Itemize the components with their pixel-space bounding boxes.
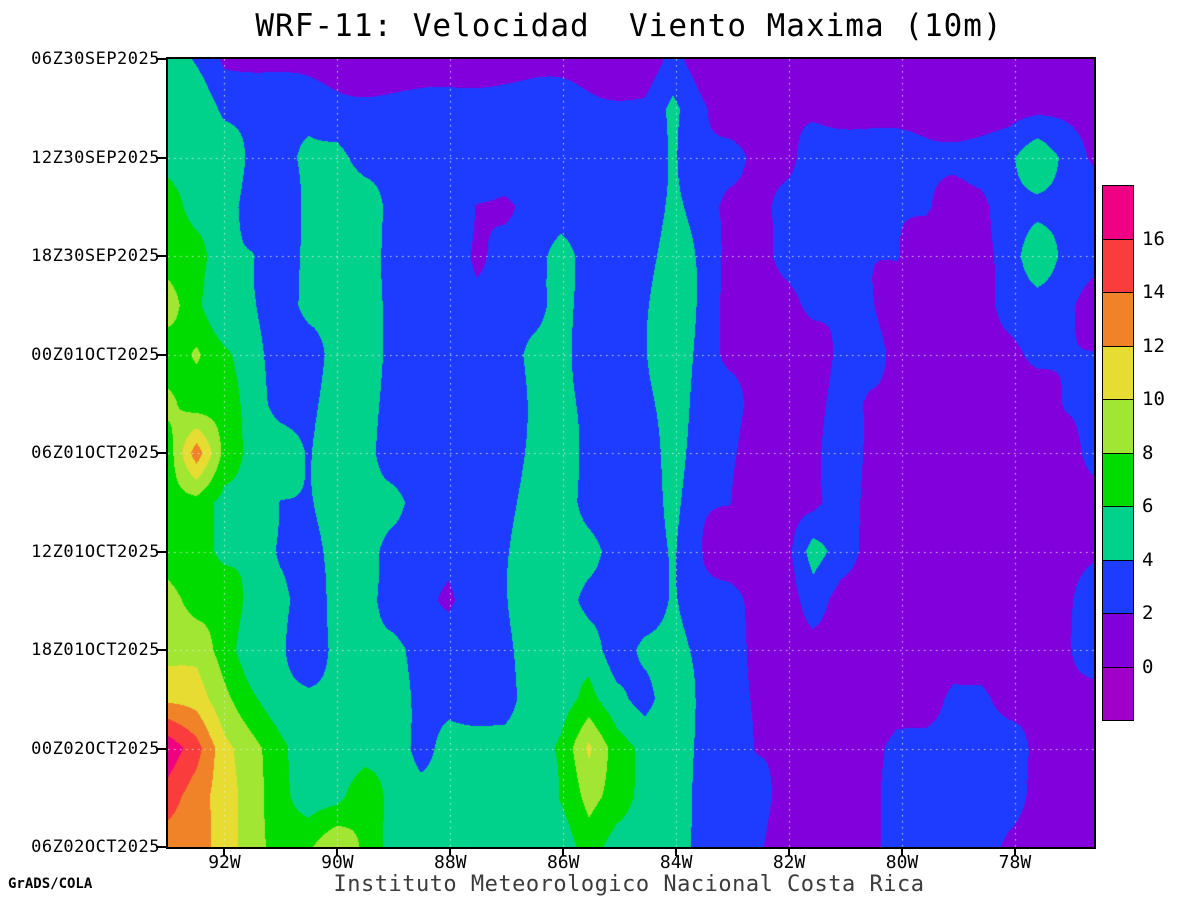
colorbar-label: 14 bbox=[1142, 281, 1165, 303]
colorbar-label: 16 bbox=[1142, 227, 1165, 250]
y-tick bbox=[156, 452, 166, 454]
x-axis-label: 90W bbox=[321, 852, 354, 873]
y-tick bbox=[156, 747, 166, 750]
x-tick bbox=[336, 847, 339, 856]
y-tick bbox=[156, 649, 166, 651]
plot-title: WRF-11: Velocidad Viento Maxima (10m) bbox=[255, 8, 1003, 44]
colorbar-segment bbox=[1103, 346, 1133, 400]
y-tick bbox=[156, 255, 166, 257]
x-tick bbox=[901, 847, 904, 856]
colorbar-segment bbox=[1103, 614, 1133, 668]
colorbar-segment bbox=[1103, 186, 1133, 240]
wind-speed-field-canvas bbox=[168, 59, 1094, 847]
x-tick bbox=[675, 847, 678, 856]
x-axis-label: 82W bbox=[772, 852, 806, 873]
x-axis-label: 78W bbox=[998, 852, 1032, 873]
y-tick bbox=[156, 58, 166, 60]
y-tick bbox=[156, 846, 166, 848]
colorbar-segment bbox=[1103, 560, 1133, 614]
colorbar-label: 4 bbox=[1142, 548, 1154, 571]
y-axis-label: 18Z01OCT2025 bbox=[31, 640, 160, 660]
x-axis-label: 84W bbox=[659, 852, 693, 873]
colorbar-segment bbox=[1103, 293, 1133, 347]
plot-frame bbox=[166, 57, 1096, 849]
colorbar-label: 10 bbox=[1142, 388, 1165, 410]
x-tick bbox=[562, 847, 565, 856]
y-tick bbox=[156, 156, 166, 159]
grads-credit: GrADS/COLA bbox=[8, 876, 93, 892]
y-axis-label: 18Z30SEP2025 bbox=[31, 246, 160, 266]
colorbar-label: 2 bbox=[1142, 602, 1154, 624]
colorbar-label: 8 bbox=[1142, 441, 1154, 464]
y-tick bbox=[156, 353, 166, 356]
y-axis-label: 06Z01OCT2025 bbox=[31, 443, 160, 463]
x-tick bbox=[788, 847, 791, 856]
footer-caption: Instituto Meteorologico Nacional Costa R… bbox=[333, 872, 925, 897]
colorbar-segment bbox=[1103, 239, 1133, 293]
y-axis-label: 06Z02OCT2025 bbox=[31, 837, 160, 857]
colorbar bbox=[1102, 185, 1134, 721]
colorbar-segment bbox=[1103, 507, 1133, 561]
y-axis-label: 12Z30SEP2025 bbox=[31, 147, 160, 168]
x-tick bbox=[449, 847, 452, 856]
colorbar-label: 0 bbox=[1142, 655, 1154, 678]
colorbar-segment bbox=[1103, 400, 1133, 454]
x-axis-label: 92W bbox=[208, 852, 241, 873]
y-axis-label: 06Z30SEP2025 bbox=[31, 49, 160, 69]
y-axis-label: 00Z01OCT2025 bbox=[31, 344, 160, 365]
x-axis-label: 88W bbox=[434, 852, 467, 873]
x-tick bbox=[223, 847, 226, 856]
y-axis-label: 00Z02OCT2025 bbox=[31, 738, 160, 759]
colorbar-label: 6 bbox=[1142, 495, 1154, 517]
x-axis-label: 86W bbox=[546, 852, 580, 873]
colorbar-label: 12 bbox=[1142, 334, 1165, 357]
y-tick bbox=[156, 550, 166, 553]
y-axis-label: 12Z01OCT2025 bbox=[31, 541, 160, 562]
x-axis-label: 80W bbox=[885, 852, 919, 873]
colorbar-segment bbox=[1103, 667, 1133, 720]
colorbar-segment bbox=[1103, 453, 1133, 507]
x-tick bbox=[1013, 847, 1016, 856]
